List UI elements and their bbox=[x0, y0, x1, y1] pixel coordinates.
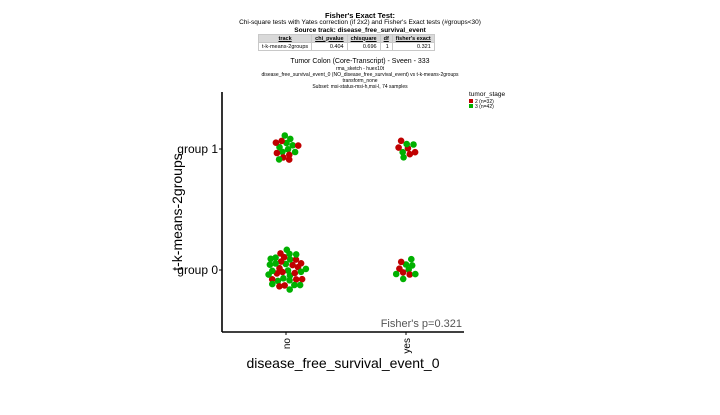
chart-meta-line: Subset: msi-status-msi-h,msi-l, 74 sampl… bbox=[312, 84, 408, 90]
data-point bbox=[267, 255, 275, 263]
data-point bbox=[289, 142, 297, 149]
data-point bbox=[408, 255, 415, 263]
data-point bbox=[298, 275, 306, 283]
data-point bbox=[403, 140, 411, 148]
data-point bbox=[286, 286, 294, 293]
data-point bbox=[297, 268, 305, 276]
data-point bbox=[280, 275, 287, 282]
x-tick-label-yes: yes bbox=[402, 338, 413, 354]
legend-title: tumor_stage bbox=[469, 91, 506, 98]
source-track-label: Source track: disease_free_survival_even… bbox=[294, 27, 426, 34]
data-point bbox=[286, 277, 293, 284]
data-point bbox=[274, 277, 282, 285]
data-point bbox=[297, 260, 305, 267]
data-point bbox=[392, 270, 400, 278]
cell-df: 1 bbox=[379, 42, 393, 51]
x-tick-label-no: no bbox=[282, 338, 293, 350]
data-point bbox=[406, 150, 414, 158]
fishers-p-annotation: Fisher's p=0.321 bbox=[381, 318, 462, 330]
cell-fishers-exact: 0.321 bbox=[391, 42, 435, 51]
chart-meta-line: disease_free_survival_event_0 (NO_diseas… bbox=[261, 72, 459, 78]
data-point bbox=[283, 246, 291, 254]
data-point bbox=[296, 281, 304, 289]
data-point bbox=[287, 135, 294, 143]
results-table: track chi_pvalue chisquare df fisher's e… bbox=[257, 34, 435, 51]
data-point bbox=[276, 143, 283, 151]
data-point bbox=[294, 142, 302, 149]
data-point bbox=[397, 137, 405, 145]
data-point bbox=[276, 283, 283, 290]
data-point bbox=[286, 272, 294, 279]
data-point bbox=[302, 265, 310, 273]
table-row: t-k-means-2groups 0.404 0.696 1 0.321 bbox=[257, 42, 435, 51]
data-point bbox=[286, 256, 294, 263]
data-point bbox=[269, 280, 276, 288]
data-point bbox=[281, 282, 289, 289]
data-point bbox=[400, 154, 407, 161]
legend-label-stage-3: 3 (n=42) bbox=[475, 104, 494, 110]
legend-swatch-stage-2 bbox=[469, 99, 473, 103]
data-point bbox=[292, 256, 300, 263]
data-point bbox=[292, 276, 300, 283]
data-point bbox=[292, 251, 300, 258]
data-point bbox=[272, 139, 280, 146]
legend-label-stage-2: 2 (n=32) bbox=[475, 99, 494, 105]
x-axis-label: disease_free_survival_event_0 bbox=[246, 355, 439, 371]
data-point bbox=[268, 276, 276, 283]
y-tick-label-group-0: group 0 bbox=[177, 263, 218, 277]
cell-chi-pvalue: 0.404 bbox=[311, 42, 348, 51]
data-point bbox=[399, 275, 407, 283]
chart-meta-line: rma_sketch - huex10t bbox=[335, 66, 385, 72]
data-point bbox=[278, 137, 286, 145]
data-point bbox=[272, 260, 279, 267]
data-point bbox=[281, 132, 289, 139]
fisher-subtitle: Chi-square tests with Yates correction (… bbox=[239, 19, 481, 26]
points-layer bbox=[265, 132, 419, 293]
legend-swatch-stage-3 bbox=[469, 104, 473, 108]
data-point bbox=[291, 148, 299, 156]
data-point bbox=[273, 149, 281, 157]
data-point bbox=[286, 151, 293, 159]
legend: tumor_stage 2 (n=32) 3 (n=42) bbox=[469, 91, 506, 110]
data-point bbox=[284, 146, 292, 153]
data-point bbox=[277, 250, 284, 257]
data-point bbox=[395, 144, 402, 151]
data-point bbox=[285, 156, 293, 163]
data-point bbox=[266, 261, 274, 269]
y-axis-label: t-k-means-2groups bbox=[169, 153, 185, 271]
data-point bbox=[265, 271, 272, 278]
y-tick-label-group-1: group 1 bbox=[177, 142, 218, 156]
fisher-title: Fisher's Exact Test: bbox=[324, 11, 395, 20]
chart-title: Tumor Colon (Core-Transcript) - Sveen - … bbox=[290, 58, 430, 65]
data-point bbox=[291, 269, 299, 277]
data-point bbox=[396, 265, 403, 273]
data-point bbox=[276, 264, 283, 272]
data-point bbox=[399, 148, 407, 156]
data-point bbox=[291, 281, 298, 289]
data-point bbox=[411, 148, 419, 156]
data-point bbox=[408, 262, 416, 269]
results-header-row: track chi_pvalue chisquare df fisher's e… bbox=[257, 34, 435, 43]
data-point bbox=[412, 270, 419, 278]
data-point bbox=[406, 271, 414, 278]
data-point bbox=[284, 267, 292, 274]
data-point bbox=[275, 156, 283, 163]
chart-meta-line: transform_none bbox=[342, 78, 378, 84]
data-point bbox=[397, 258, 405, 266]
data-point bbox=[410, 141, 417, 148]
data-point bbox=[289, 261, 296, 269]
